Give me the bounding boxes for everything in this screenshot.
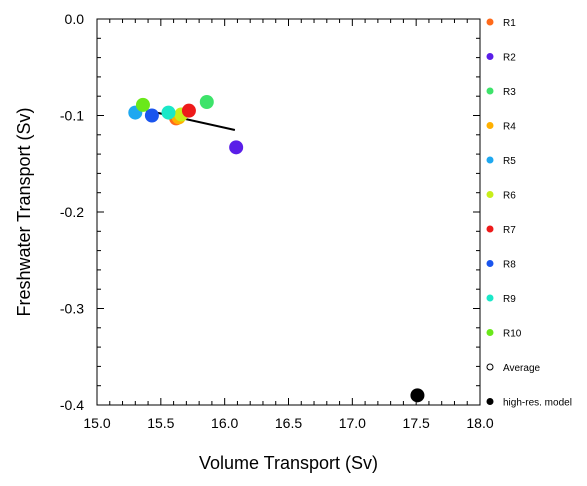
point-r2	[229, 140, 244, 155]
legend-marker-r10	[486, 329, 494, 336]
axis-ticks	[96, 18, 481, 406]
point-r9	[161, 105, 176, 120]
legend-marker-average	[486, 363, 494, 371]
legend-label-r5: R5	[503, 156, 516, 167]
x-tick-label: 16.0	[211, 415, 238, 431]
legend-label-r10: R10	[503, 329, 522, 340]
x-tick-label: 15.5	[147, 415, 174, 431]
legend-marker-r2	[486, 53, 494, 60]
point-r8	[144, 108, 159, 123]
y-tick-label: -0.3	[60, 301, 84, 317]
legend-marker-r5	[486, 156, 494, 164]
point-r10	[135, 97, 150, 112]
legend-label-high-res-model: high-res. model	[503, 398, 572, 409]
data-points	[128, 94, 425, 403]
y-tick-label: -0.1	[60, 108, 84, 124]
x-axis-title: Volume Transport (Sv)	[199, 453, 378, 473]
legend-label-r3: R3	[503, 87, 516, 98]
legend-marker-r4	[486, 122, 494, 129]
legend-label-r7: R7	[503, 225, 516, 236]
x-tick-label: 16.5	[275, 415, 302, 431]
x-tick-label: 17.5	[403, 415, 430, 431]
legend-marker-r6	[486, 191, 494, 198]
y-axis-title: Freshwater Transport (Sv)	[14, 107, 34, 316]
legend-label-r8: R8	[503, 260, 516, 271]
legend-marker-r8	[486, 260, 494, 267]
legend-label-r2: R2	[503, 53, 516, 64]
point-high-res-model	[410, 388, 425, 403]
legend-label-r1: R1	[503, 18, 516, 29]
legend-label-r4: R4	[503, 122, 516, 133]
y-tick-label: -0.4	[60, 397, 84, 413]
legend-marker-r1	[486, 18, 494, 26]
y-tick-label: -0.2	[60, 204, 84, 220]
point-r7	[181, 103, 196, 118]
legend-marker-high-res-model	[486, 398, 494, 405]
legend-marker-r9	[486, 294, 494, 302]
legend: R1 R2 R3 R4 R5 R6 R7 R8 R9 R10 Average high-res. mo…	[486, 18, 572, 409]
axis-tick-labels: 15.0 15.5 16.0 16.5 17.0 17.5 18.0 0.0 -0.1 -0.2 -…	[60, 11, 494, 431]
x-tick-label: 18.0	[466, 415, 493, 431]
legend-label-r9: R9	[503, 294, 516, 305]
point-r3	[199, 94, 214, 109]
legend-label-average: Average	[503, 363, 541, 374]
y-tick-label: 0.0	[65, 11, 85, 27]
x-tick-label: 15.0	[83, 415, 110, 431]
legend-label-r6: R6	[503, 191, 516, 202]
legend-marker-r3	[486, 87, 494, 95]
legend-marker-r7	[486, 225, 494, 233]
plot-frame	[96, 18, 481, 406]
x-tick-label: 17.0	[339, 415, 366, 431]
